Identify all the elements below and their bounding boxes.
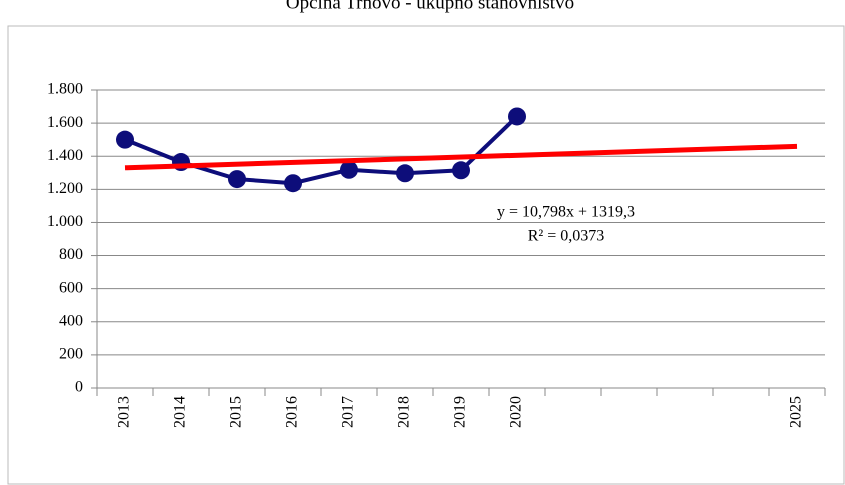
- x-tick-label: 2013: [116, 396, 133, 428]
- x-tick-label: 2014: [172, 396, 189, 428]
- data-point: [508, 107, 526, 126]
- x-tick-label: 2017: [340, 396, 357, 428]
- trend-equation: y = 10,798x + 1319,3: [497, 204, 635, 221]
- chart-border: [7, 25, 845, 485]
- x-tick-label: 2019: [452, 396, 469, 428]
- data-point: [340, 160, 358, 179]
- trend-r2: R² = 0,0373: [528, 228, 605, 245]
- y-tick-label: 1.400: [47, 147, 83, 164]
- y-tick-label: 600: [59, 279, 83, 296]
- y-tick-label: 400: [59, 312, 83, 329]
- x-tick-label: 2016: [284, 396, 301, 428]
- y-tick-label: 1.000: [47, 213, 83, 230]
- data-point: [396, 164, 414, 183]
- x-tick-label: 2025: [788, 396, 805, 428]
- x-tick-label: 2018: [396, 396, 413, 428]
- y-tick-label: 1.200: [47, 180, 83, 197]
- data-point: [116, 130, 134, 149]
- x-tick-label: 2020: [508, 396, 525, 428]
- chart-title: Općina Trnovo - ukupno stanovništvo: [286, 0, 574, 13]
- y-tick-label: 0: [75, 379, 83, 396]
- data-point: [284, 174, 302, 193]
- y-tick-label: 1.600: [47, 114, 83, 131]
- y-tick-label: 200: [59, 346, 83, 363]
- trendline: [124, 143, 798, 171]
- data-point: [228, 170, 246, 189]
- y-tick-label: 1.800: [47, 81, 83, 98]
- y-tick-label: 800: [59, 246, 83, 263]
- x-tick-label: 2015: [228, 396, 245, 428]
- data-point: [452, 161, 470, 180]
